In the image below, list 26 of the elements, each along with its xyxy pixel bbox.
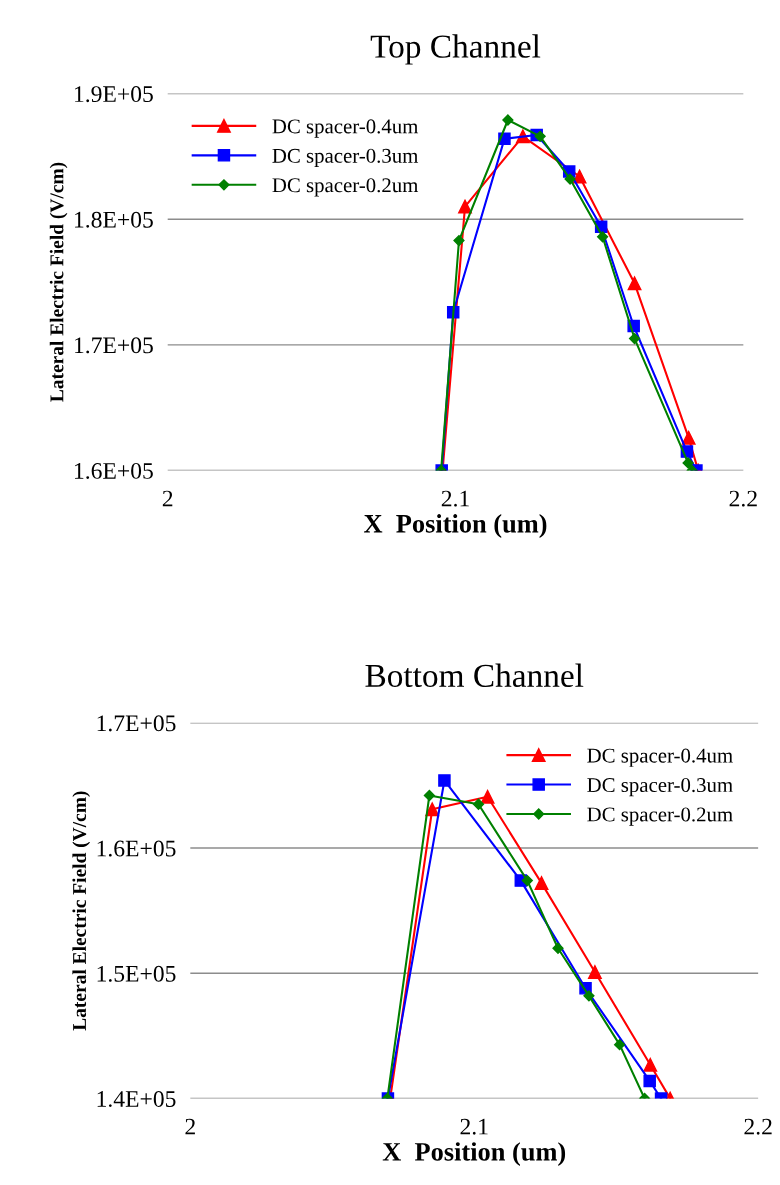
legend-label: DC spacer-0.4um xyxy=(587,748,733,767)
y-tick-label: 1.6E+05 xyxy=(97,840,176,857)
x-tick-label: 2.2 xyxy=(729,490,757,507)
y-tick-label: 1.7E+05 xyxy=(75,337,153,354)
x-tick-label: 2 xyxy=(185,1118,195,1135)
chart-title: Bottom Channel xyxy=(365,663,584,688)
y-tick-label: 1.9E+05 xyxy=(75,86,153,103)
y-tick-label: 1.5E+05 xyxy=(97,965,176,982)
y-tick-label: 1.4E+05 xyxy=(97,1090,176,1108)
x-axis-title: X Position (um) xyxy=(364,514,547,539)
legend-label: DC spacer-0.4um xyxy=(272,119,419,138)
y-axis-title: Lateral Electric Field (V/cm) xyxy=(49,162,68,402)
x-tick-label: 2 xyxy=(162,490,173,507)
y-tick-label: 1.7E+05 xyxy=(97,715,176,732)
x-tick-label: 2.2 xyxy=(744,1118,772,1135)
x-axis-title: X Position (um) xyxy=(382,1142,566,1167)
legend-label: DC spacer-0.2um xyxy=(272,178,419,197)
y-tick-label: 1.8E+05 xyxy=(75,211,153,228)
legend-label: DC spacer-0.2um xyxy=(587,807,733,826)
y-tick-label: 1.6E+05 xyxy=(75,462,153,479)
legend-label: DC spacer-0.3um xyxy=(587,778,733,797)
x-tick-label: 2.1 xyxy=(460,1118,488,1135)
x-tick-label: 2.1 xyxy=(441,490,469,507)
legend-label: DC spacer-0.3um xyxy=(272,148,419,168)
y-axis-title: Lateral Electric Field (V/cm) xyxy=(72,791,91,1031)
chart-title: Top Channel xyxy=(370,34,541,65)
